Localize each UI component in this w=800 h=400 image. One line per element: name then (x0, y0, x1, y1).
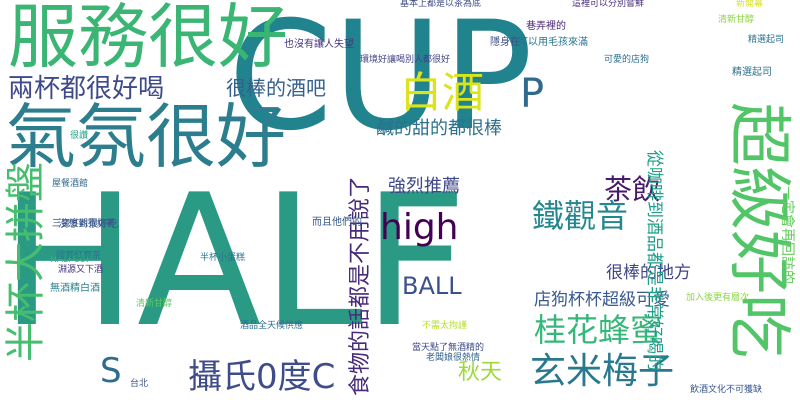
word: 淵源又下酒 (58, 265, 104, 275)
word: 巷弄裡的 (526, 21, 566, 32)
word: 沒想到很好吃 (58, 219, 118, 230)
word: 很棒的地方 (606, 263, 691, 283)
word: 兩杯都很好喝 (8, 74, 165, 104)
word: 茶飲 (604, 173, 661, 206)
word: 不需太拘謹 (422, 321, 468, 331)
word: S (100, 351, 122, 391)
word: 酒品全天候供應 (240, 321, 304, 331)
word: 清新甘醇 (136, 299, 173, 309)
word: 而且他們的 (312, 217, 362, 228)
word: 老闆娘很熱情 (426, 353, 481, 363)
word: 飲酒文化不可獲缺 (690, 385, 763, 395)
word: 當天點了無酒精的 (412, 343, 485, 353)
word: 很棒的酒吧 (226, 76, 326, 100)
word: 氣氛很好 (6, 96, 286, 178)
word: 一定會再回訪的 (779, 186, 795, 284)
word: high (380, 207, 459, 248)
word: 可愛的店狗 (604, 55, 650, 65)
word: 食物的話都是不用說了 (348, 175, 373, 396)
word: 從咖啡到酒品都是非常好喝的 (644, 150, 664, 371)
word: BALL (402, 272, 462, 300)
word: 精選起司 (748, 35, 785, 45)
word: 可以用毛孩來滿 (518, 37, 588, 48)
word: 新開幕 (736, 0, 764, 9)
word: 白酒 (400, 68, 485, 117)
word: HALFCUP (50, 255, 92, 265)
word: 桂花蜂蜜 (534, 311, 663, 349)
word: 國寶紅寶茶 (56, 251, 102, 261)
word: 基本上都是以茶為底 (400, 0, 482, 9)
word: P (520, 71, 545, 117)
word: 環境好讓喝別人都很好 (360, 55, 451, 65)
word: 玄米梅子 (530, 351, 675, 392)
word: 很讚 (70, 131, 89, 141)
word: 加入後更有層次 (686, 293, 750, 303)
word: CUP (228, 0, 533, 164)
word: 三寶宴觀賽總著 (52, 219, 116, 229)
word: HALF (0, 155, 468, 367)
word: 秋天 (458, 360, 503, 385)
word: 半杯大拼盤 (3, 162, 49, 362)
word: 精選起司 (732, 67, 772, 78)
word: 服務很好 (8, 0, 288, 78)
word: 鹹的甜的都很棒 (376, 118, 502, 139)
word: 台北 (130, 379, 149, 389)
word: 清新甘醇 (718, 15, 755, 25)
word: 無酒精白酒 (50, 283, 100, 294)
word: 攝氏0度C (188, 357, 336, 397)
word: 店狗杯杯超級可愛 (534, 290, 670, 310)
word: 屋餐酒館 (52, 179, 89, 189)
word: 鐵觀音 (532, 197, 629, 235)
word: 強烈推薦 (388, 176, 460, 197)
word: 半杯小蛋糕 (200, 253, 246, 263)
word: 這裡可以分別嘗鮮 (572, 0, 645, 9)
word: 隱身在 (490, 37, 520, 48)
word: 也沒有讓人失望 (284, 39, 354, 50)
